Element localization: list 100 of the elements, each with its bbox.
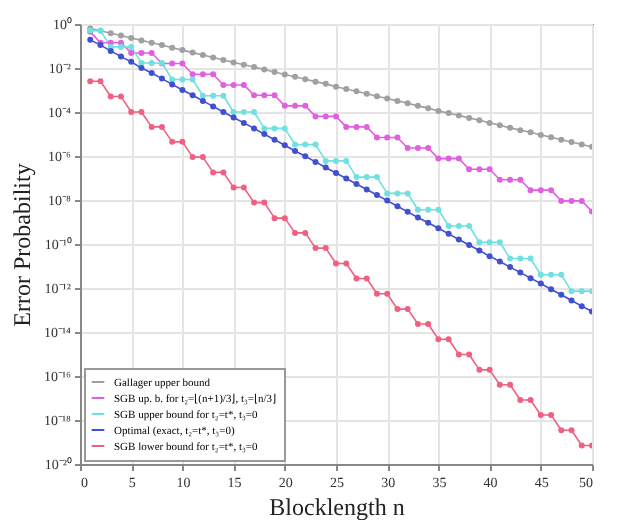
point: [476, 366, 483, 373]
point: [537, 187, 544, 194]
point: [373, 191, 380, 198]
point: [404, 306, 411, 313]
line-series: [87, 28, 592, 215]
point: [117, 32, 124, 39]
point: [240, 81, 247, 88]
point: [517, 397, 524, 404]
point: [169, 44, 176, 51]
point: [189, 92, 196, 99]
point: [210, 169, 217, 176]
point: [302, 141, 309, 148]
point: [527, 255, 534, 262]
point: [373, 134, 380, 141]
point: [169, 138, 176, 145]
point: [558, 291, 565, 298]
point: [517, 176, 524, 183]
point: [138, 37, 145, 44]
point: [353, 174, 360, 181]
point: [527, 129, 534, 136]
point: [466, 351, 473, 358]
point: [548, 286, 555, 293]
point: [281, 142, 288, 149]
point: [220, 92, 227, 99]
point: [220, 169, 227, 176]
point: [384, 290, 391, 297]
point: [578, 197, 585, 204]
point: [435, 108, 442, 115]
point: [128, 35, 135, 42]
point: [281, 125, 288, 132]
point: [302, 229, 309, 236]
point: [117, 93, 124, 100]
point: [578, 288, 585, 295]
point: [568, 288, 575, 295]
point: [220, 57, 227, 64]
point: [466, 166, 473, 173]
point: [281, 102, 288, 109]
point: [292, 229, 299, 236]
point: [455, 112, 462, 119]
point: [87, 78, 94, 85]
point: [425, 105, 432, 112]
point: [507, 264, 514, 271]
point: [496, 239, 503, 246]
point: [128, 58, 135, 65]
point: [537, 411, 544, 418]
point: [353, 123, 360, 130]
point: [548, 411, 555, 418]
point: [537, 271, 544, 278]
point: [97, 78, 104, 85]
point: [507, 176, 514, 183]
point: [425, 206, 432, 213]
point: [373, 174, 380, 181]
point: [517, 127, 524, 134]
point: [353, 181, 360, 188]
point: [333, 157, 339, 164]
point: [158, 123, 165, 130]
point: [548, 134, 555, 141]
point: [414, 145, 421, 152]
point: [507, 124, 514, 131]
point: [425, 321, 432, 328]
point: [158, 75, 165, 82]
point: [169, 60, 176, 67]
point: [230, 114, 237, 121]
point: [568, 197, 575, 204]
point: [476, 166, 483, 173]
point: [568, 427, 575, 434]
point: [425, 145, 432, 152]
point: [312, 158, 319, 165]
point: [271, 92, 278, 99]
point: [414, 102, 421, 109]
point: [292, 102, 299, 109]
point: [343, 123, 350, 130]
point: [189, 49, 196, 56]
point: [261, 199, 268, 206]
point: [558, 427, 565, 434]
point: [148, 50, 155, 57]
point: [384, 190, 391, 197]
point: [455, 351, 462, 358]
point: [292, 147, 299, 154]
point: [271, 215, 278, 222]
point: [486, 166, 493, 173]
point: [333, 260, 339, 267]
point: [210, 71, 217, 78]
point: [404, 190, 411, 197]
point: [404, 145, 411, 152]
point: [445, 336, 452, 343]
point: [210, 92, 217, 99]
point: [138, 50, 145, 57]
point: [507, 381, 514, 388]
point: [179, 60, 186, 67]
point: [271, 68, 278, 75]
point: [302, 153, 309, 160]
point: [322, 80, 329, 87]
point: [189, 76, 196, 83]
point: [548, 271, 555, 278]
point: [373, 290, 380, 297]
point: [486, 239, 493, 246]
point: [496, 381, 503, 388]
point: [486, 366, 493, 373]
point: [435, 336, 442, 343]
